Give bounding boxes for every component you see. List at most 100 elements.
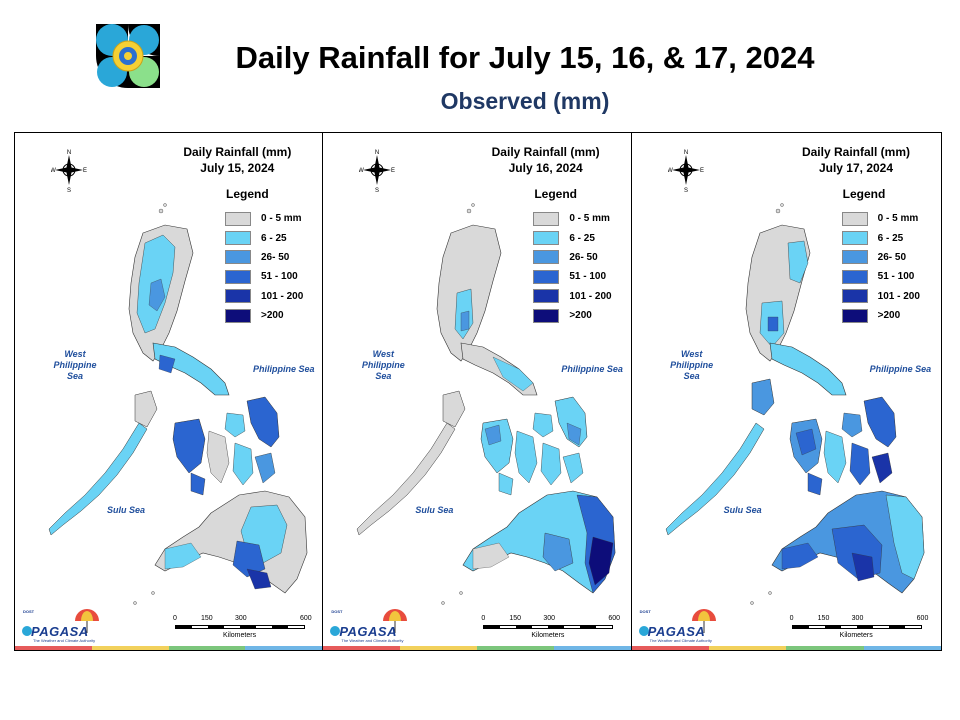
brand-dost: DOST bbox=[639, 609, 651, 614]
scale-bar-graphic bbox=[483, 625, 614, 629]
page-subtitle: Observed (mm) bbox=[440, 88, 610, 114]
legend-swatch bbox=[533, 269, 560, 284]
legend-label: >200 bbox=[261, 310, 284, 322]
scale-unit: Kilometers bbox=[223, 632, 257, 639]
compass-n: N bbox=[67, 150, 71, 156]
map-panels: N S W E Daily Rainfall (mm) July 15, 202… bbox=[14, 132, 942, 651]
legend-label: 26- 50 bbox=[877, 251, 907, 263]
brand-name: PAGASA bbox=[31, 624, 89, 639]
compass-e: E bbox=[700, 168, 704, 174]
legend-item: 26- 50 bbox=[841, 248, 920, 267]
legend-swatch bbox=[225, 231, 251, 246]
north-arrow-compass: N S W E bbox=[51, 150, 87, 193]
scale-bar: 0 150 300 600 Kilometers bbox=[782, 615, 932, 646]
sea-label-west-philippine-sea: West Philippine Sea bbox=[53, 349, 97, 381]
legend-label: 0 - 5 mm bbox=[569, 213, 610, 225]
brand-tagline: The Weather and Climate Authority bbox=[33, 638, 96, 643]
legend-item: 0 - 5 mm bbox=[533, 209, 611, 228]
legend-label: 0 - 5 mm bbox=[877, 213, 919, 225]
legend-item: 0 - 5 mm bbox=[841, 209, 920, 228]
compass-e: E bbox=[83, 168, 87, 174]
compass-w: W bbox=[668, 168, 673, 174]
legend-label: 6 - 25 bbox=[261, 232, 287, 244]
map-panel-july-16: N S W E Daily Rainfall (mm) July 16, 202… bbox=[323, 133, 632, 650]
legend-item: 51 - 100 bbox=[225, 267, 303, 286]
legend-label: 51 - 100 bbox=[877, 271, 915, 283]
scale-tick: 600 bbox=[300, 615, 312, 622]
compass-s: S bbox=[67, 188, 71, 193]
legend-swatch bbox=[533, 211, 560, 226]
panel-title: Daily Rainfall (mm) July 15, 2024 bbox=[162, 144, 312, 176]
legend-swatch bbox=[225, 289, 251, 304]
legend-item: 6 - 25 bbox=[225, 228, 303, 247]
panel-title-line1: Daily Rainfall (mm) bbox=[491, 145, 600, 159]
north-arrow-compass: N S W E bbox=[359, 150, 395, 193]
legend-swatch bbox=[841, 269, 868, 284]
sea-label-philippine-sea: Philippine Sea bbox=[869, 364, 932, 374]
legend-swatch bbox=[225, 211, 251, 226]
legend-title: Legend bbox=[842, 187, 886, 201]
legend-item: >200 bbox=[225, 306, 303, 325]
legend-item: 0 - 5 mm bbox=[225, 209, 303, 228]
scale-unit: Kilometers bbox=[531, 632, 565, 639]
legend-item: 101 - 200 bbox=[533, 287, 612, 306]
compass-s: S bbox=[684, 188, 688, 193]
footer-color-strip bbox=[15, 646, 323, 650]
legend: 0 - 5 mm 6 - 25 26- 50 51 - 100 101 - 20… bbox=[225, 209, 303, 325]
legend-item: 51 - 100 bbox=[841, 267, 920, 286]
scale-tick: 600 bbox=[608, 615, 621, 622]
sea-label-philippine-sea: Philippine Sea bbox=[253, 364, 315, 374]
legend-swatch bbox=[841, 289, 868, 304]
scale-bar-graphic bbox=[175, 625, 305, 629]
legend-item: 101 - 200 bbox=[225, 287, 303, 306]
brand-dost: DOST bbox=[23, 609, 35, 614]
scale-bar: 0 150 300 600 Kilometers bbox=[165, 615, 315, 646]
scale-tick: 0 bbox=[481, 615, 486, 622]
legend-label: >200 bbox=[877, 310, 901, 322]
legend-label: 6 - 25 bbox=[877, 232, 904, 244]
legend-label: 101 - 200 bbox=[261, 290, 304, 302]
legend-label: >200 bbox=[569, 310, 592, 322]
legend-item: 101 - 200 bbox=[841, 287, 920, 306]
sea-label-west-philippine-sea: West Philippine Sea bbox=[670, 349, 714, 381]
legend-item: 6 - 25 bbox=[533, 228, 611, 247]
pagasa-seal-logo bbox=[96, 24, 160, 88]
scale-tick: 300 bbox=[235, 615, 247, 622]
legend-label: 26- 50 bbox=[569, 251, 598, 263]
scale-tick: 0 bbox=[173, 615, 177, 622]
legend-item: 26- 50 bbox=[533, 248, 611, 267]
legend-label: 51 - 100 bbox=[261, 271, 298, 283]
scale-tick: 150 bbox=[817, 615, 830, 622]
legend: 0 - 5 mm 6 - 25 26- 50 51 - 100 101 - 20… bbox=[841, 209, 920, 325]
legend-label: 26- 50 bbox=[261, 251, 290, 263]
legend-label: 0 - 5 mm bbox=[261, 213, 302, 225]
panel-title: Daily Rainfall (mm) July 16, 2024 bbox=[471, 144, 621, 176]
compass-s: S bbox=[375, 188, 379, 193]
legend-label: 6 - 25 bbox=[569, 232, 595, 244]
map-panel-july-17: N S W E Daily Rainfall (mm) July 17, 202… bbox=[631, 133, 941, 650]
compass-w: W bbox=[51, 168, 56, 174]
legend-swatch bbox=[841, 308, 868, 323]
legend-title: Legend bbox=[226, 187, 269, 201]
scale-tick: 300 bbox=[851, 615, 864, 622]
legend-item: >200 bbox=[533, 306, 611, 325]
map-panel-july-15: N S W E Daily Rainfall (mm) July 15, 202… bbox=[15, 133, 324, 650]
panel-title-date: July 15, 2024 bbox=[200, 161, 275, 175]
legend-item: 51 - 100 bbox=[533, 267, 611, 286]
legend-label: 51 - 100 bbox=[569, 271, 607, 283]
legend-swatch bbox=[841, 231, 868, 246]
legend-item: >200 bbox=[841, 306, 920, 325]
brand-name: PAGASA bbox=[647, 624, 706, 639]
legend-swatch bbox=[225, 308, 251, 323]
compass-e: E bbox=[391, 168, 395, 174]
compass-n: N bbox=[683, 150, 687, 156]
sea-label-west-philippine-sea: West Philippine Sea bbox=[361, 349, 405, 381]
page-title: Daily Rainfall for July 15, 16, & 17, 20… bbox=[235, 40, 815, 75]
legend-item: 26- 50 bbox=[225, 248, 303, 267]
scale-tick: 150 bbox=[509, 615, 522, 622]
panel-title-date: July 16, 2024 bbox=[508, 161, 583, 175]
scale-tick: 0 bbox=[789, 615, 794, 622]
sea-label-sulu-sea: Sulu Sea bbox=[723, 505, 762, 515]
legend-swatch bbox=[225, 250, 251, 265]
brand-dost: DOST bbox=[331, 609, 343, 614]
